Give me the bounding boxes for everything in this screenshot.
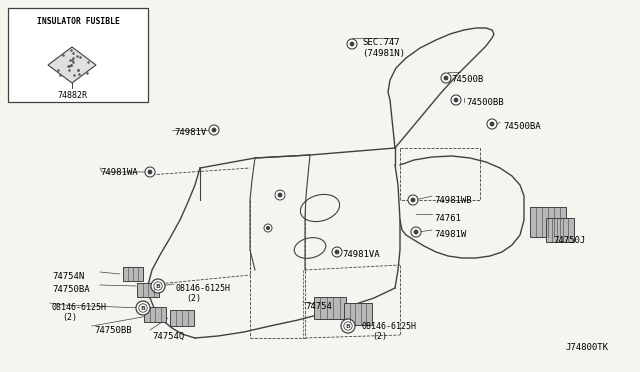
Text: B: B <box>346 324 351 328</box>
Circle shape <box>412 198 415 202</box>
Circle shape <box>451 95 461 105</box>
Text: 74981V: 74981V <box>174 128 206 137</box>
Text: 74981W: 74981W <box>434 230 467 239</box>
Circle shape <box>408 195 418 205</box>
Circle shape <box>344 322 352 330</box>
Text: 74750J: 74750J <box>553 236 585 245</box>
Text: 08146-6125H: 08146-6125H <box>362 322 417 331</box>
Text: (2): (2) <box>62 313 77 322</box>
Text: 74754: 74754 <box>305 302 332 311</box>
Circle shape <box>151 279 165 293</box>
Circle shape <box>411 227 421 237</box>
Circle shape <box>264 224 272 232</box>
Circle shape <box>350 42 354 46</box>
Text: 08146-6125H: 08146-6125H <box>52 303 107 312</box>
Text: 74500B: 74500B <box>451 75 483 84</box>
Text: 74754N: 74754N <box>52 272 84 281</box>
Text: J74800TK: J74800TK <box>565 343 608 352</box>
Text: B: B <box>141 305 145 311</box>
Bar <box>546 218 574 242</box>
Text: (74981N): (74981N) <box>362 49 405 58</box>
Text: 74981WA: 74981WA <box>100 168 138 177</box>
Bar <box>530 207 566 237</box>
Circle shape <box>136 301 150 315</box>
Circle shape <box>444 76 448 80</box>
Circle shape <box>212 128 216 132</box>
Bar <box>137 283 159 297</box>
Circle shape <box>148 170 152 174</box>
Text: 74500BB: 74500BB <box>466 98 504 107</box>
Text: 74981WB: 74981WB <box>434 196 472 205</box>
Text: INSULATOR FUSIBLE: INSULATOR FUSIBLE <box>36 17 120 26</box>
Circle shape <box>441 73 451 83</box>
Circle shape <box>267 227 269 230</box>
Text: SEC.747: SEC.747 <box>362 38 399 47</box>
Circle shape <box>341 319 355 333</box>
Circle shape <box>414 230 418 234</box>
Text: 74500BA: 74500BA <box>503 122 541 131</box>
Text: (2): (2) <box>372 332 387 341</box>
Circle shape <box>139 304 147 312</box>
Bar <box>123 267 143 281</box>
Text: 74750BA: 74750BA <box>52 285 90 294</box>
Circle shape <box>209 125 219 135</box>
Circle shape <box>347 39 357 49</box>
Text: 74981VA: 74981VA <box>342 250 380 259</box>
Circle shape <box>454 98 458 102</box>
Bar <box>8 8 148 102</box>
Circle shape <box>154 282 162 290</box>
Circle shape <box>275 190 285 200</box>
Text: B: B <box>156 283 161 289</box>
Circle shape <box>335 250 339 254</box>
Text: 08146-6125H: 08146-6125H <box>176 284 231 293</box>
Text: 74754Q: 74754Q <box>152 332 184 341</box>
Text: 74750BB: 74750BB <box>94 326 132 335</box>
Bar <box>144 307 166 321</box>
Circle shape <box>278 193 282 197</box>
Circle shape <box>145 167 155 177</box>
Polygon shape <box>48 47 96 83</box>
Text: 74761: 74761 <box>434 214 461 223</box>
Bar <box>314 297 346 319</box>
Circle shape <box>487 119 497 129</box>
Circle shape <box>490 122 493 126</box>
Circle shape <box>332 247 342 257</box>
Bar <box>170 310 194 326</box>
Text: (2): (2) <box>186 294 201 303</box>
Bar <box>344 303 372 325</box>
Text: 74882R: 74882R <box>57 92 87 100</box>
